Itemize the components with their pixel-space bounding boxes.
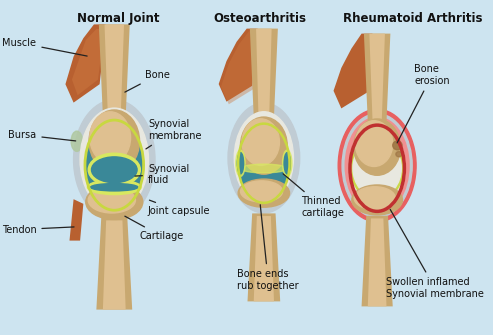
Text: Rheumatoid Arthritis: Rheumatoid Arthritis <box>343 12 482 25</box>
Text: Thinned
cartilage: Thinned cartilage <box>283 174 344 218</box>
Polygon shape <box>369 34 385 119</box>
Ellipse shape <box>89 110 140 173</box>
Polygon shape <box>368 218 387 307</box>
Ellipse shape <box>92 157 137 183</box>
Ellipse shape <box>354 187 395 210</box>
Ellipse shape <box>342 114 412 217</box>
Ellipse shape <box>86 121 143 209</box>
Ellipse shape <box>241 117 287 174</box>
Text: Synovial
fluid: Synovial fluid <box>135 163 189 185</box>
Ellipse shape <box>242 119 280 165</box>
Ellipse shape <box>345 117 409 214</box>
Ellipse shape <box>234 112 293 204</box>
Text: Swollen inflamed
Synovial membrane: Swollen inflamed Synovial membrane <box>386 209 484 299</box>
Text: Osteoarthritis: Osteoarthritis <box>213 12 306 25</box>
Text: Joint capsule: Joint capsule <box>148 200 211 216</box>
Ellipse shape <box>282 150 292 177</box>
Polygon shape <box>250 28 278 117</box>
Ellipse shape <box>354 119 400 175</box>
Ellipse shape <box>355 121 393 166</box>
Polygon shape <box>72 29 105 95</box>
Polygon shape <box>221 31 260 104</box>
Ellipse shape <box>237 153 244 174</box>
Ellipse shape <box>351 137 404 200</box>
Ellipse shape <box>80 108 148 211</box>
Ellipse shape <box>86 185 143 219</box>
Ellipse shape <box>73 100 155 219</box>
Polygon shape <box>254 216 274 302</box>
Ellipse shape <box>338 109 416 222</box>
Ellipse shape <box>241 164 287 173</box>
Polygon shape <box>219 28 258 102</box>
Ellipse shape <box>393 141 402 150</box>
Text: Bone ends
rub together: Bone ends rub together <box>237 205 299 291</box>
Text: Bone: Bone <box>125 70 170 92</box>
Text: Normal Joint: Normal Joint <box>77 12 160 25</box>
Ellipse shape <box>241 181 282 202</box>
Polygon shape <box>103 220 126 310</box>
Ellipse shape <box>239 125 289 202</box>
Ellipse shape <box>88 187 136 213</box>
Text: Bursa: Bursa <box>8 130 76 141</box>
Polygon shape <box>96 218 132 310</box>
Polygon shape <box>105 24 124 114</box>
Ellipse shape <box>284 153 290 174</box>
Text: Cartilage: Cartilage <box>125 216 183 241</box>
Ellipse shape <box>352 185 402 215</box>
Polygon shape <box>99 24 130 116</box>
Polygon shape <box>361 216 393 307</box>
Ellipse shape <box>87 180 141 195</box>
Ellipse shape <box>88 153 141 186</box>
Polygon shape <box>256 28 272 114</box>
Polygon shape <box>364 34 390 122</box>
Ellipse shape <box>236 150 245 177</box>
Ellipse shape <box>228 103 300 213</box>
Text: Tendon: Tendon <box>1 224 74 234</box>
Polygon shape <box>334 34 373 109</box>
Ellipse shape <box>71 131 82 151</box>
Ellipse shape <box>349 124 405 212</box>
Polygon shape <box>66 24 106 103</box>
Ellipse shape <box>353 139 401 197</box>
Ellipse shape <box>91 184 138 191</box>
Polygon shape <box>70 199 83 241</box>
Text: Synovial
membrane: Synovial membrane <box>146 119 202 149</box>
Text: Bone
erosion: Bone erosion <box>397 64 450 143</box>
Ellipse shape <box>90 112 131 163</box>
Ellipse shape <box>238 179 289 207</box>
Ellipse shape <box>396 151 402 157</box>
Polygon shape <box>247 213 280 302</box>
Text: Muscle: Muscle <box>2 38 87 56</box>
